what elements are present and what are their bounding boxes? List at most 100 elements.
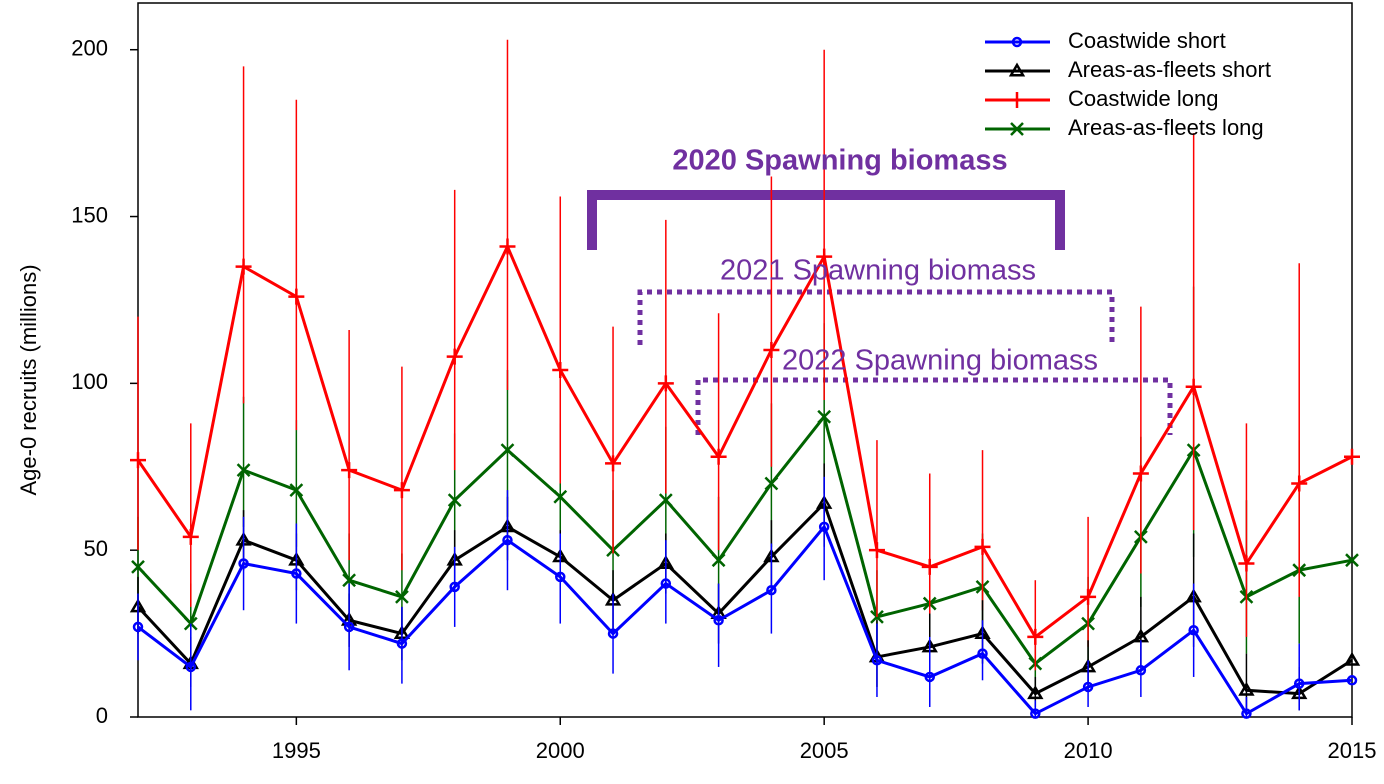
marker [396,638,408,649]
y-axis-label: Age-0 recruits (millions) [16,264,41,495]
marker [766,584,777,596]
x-tick-label: 2005 [800,738,849,763]
marker [449,581,460,593]
marker [499,238,516,255]
marker [1027,685,1044,700]
marker [1135,665,1147,676]
marker [502,534,513,546]
marker [500,443,515,457]
marker [182,528,199,545]
legend-marker [1010,122,1024,136]
marker [341,462,358,479]
annotation: 2022 Spawning biomass [782,345,1098,377]
bracket [587,190,1065,250]
marker [870,610,884,624]
series-line [137,523,1353,716]
annotation: 2021 Spawning biomass [720,255,1036,287]
marker [1185,378,1202,395]
marker [343,621,355,633]
marker [130,452,146,469]
x-tick-label: 2015 [1328,738,1377,763]
legend-label: Coastwide long [1068,86,1218,111]
marker [238,558,249,569]
marker [817,409,832,424]
marker [288,288,305,305]
y-tick-label: 200 [71,36,108,61]
x-tick-label: 2000 [536,738,585,763]
marker [1030,708,1041,719]
marker [921,558,938,575]
legend-label: Coastwide short [1068,28,1226,53]
y-tick-label: 100 [71,369,108,394]
marker [713,614,724,626]
marker [658,493,673,508]
marker [1293,678,1305,689]
series [130,39,1360,671]
marker [871,655,883,666]
marker [395,590,409,604]
series [131,286,1359,687]
marker [447,493,462,508]
marker [1082,681,1094,693]
series-line [136,500,1353,696]
marker [660,578,672,589]
series [129,463,1361,711]
bracket [637,289,1115,345]
marker [235,258,252,275]
marker [974,538,991,555]
series-line [136,242,1353,640]
marker [710,448,727,465]
marker [131,559,145,574]
marker [342,573,357,588]
marker [1291,475,1308,492]
marker [1346,675,1358,686]
marker [446,348,463,365]
marker [236,463,251,477]
marker [763,341,780,358]
marker [185,661,197,673]
legend-marker [1009,92,1025,108]
y-tick-label: 50 [84,536,108,561]
marker [816,248,833,265]
marker [552,362,569,379]
marker [1344,448,1360,465]
marker [289,483,304,498]
marker [1345,553,1359,568]
marker [183,616,198,631]
marker [1238,555,1255,572]
marker [657,375,674,392]
marker [607,628,619,639]
marker [1188,625,1199,636]
legend-marker [1011,36,1023,48]
annotation: 2020 Spawning biomass [672,145,1007,177]
marker [1241,708,1252,719]
marker [553,489,568,504]
marker [868,542,885,559]
marker [291,568,302,579]
marker [977,648,988,659]
series [132,476,1358,719]
marker [711,553,726,568]
legend-marker [1008,62,1026,77]
marker [1343,651,1361,666]
marker [132,621,144,633]
marker [818,521,830,533]
marker [764,476,779,491]
marker [1238,681,1255,696]
x-tick-label: 1995 [272,738,321,763]
marker [1080,588,1097,605]
legend-label: Areas-as-fleets short [1068,57,1271,82]
x-tick-label: 2010 [1064,738,1113,763]
y-tick-label: 150 [71,202,108,227]
bracket [695,377,1173,435]
series-line [136,413,1353,666]
marker [1027,628,1044,645]
marker [1132,465,1149,482]
legend-label: Areas-as-fleets long [1068,115,1264,140]
marker [555,571,566,583]
marker [924,671,935,683]
marker [393,482,410,499]
marker [605,455,622,472]
